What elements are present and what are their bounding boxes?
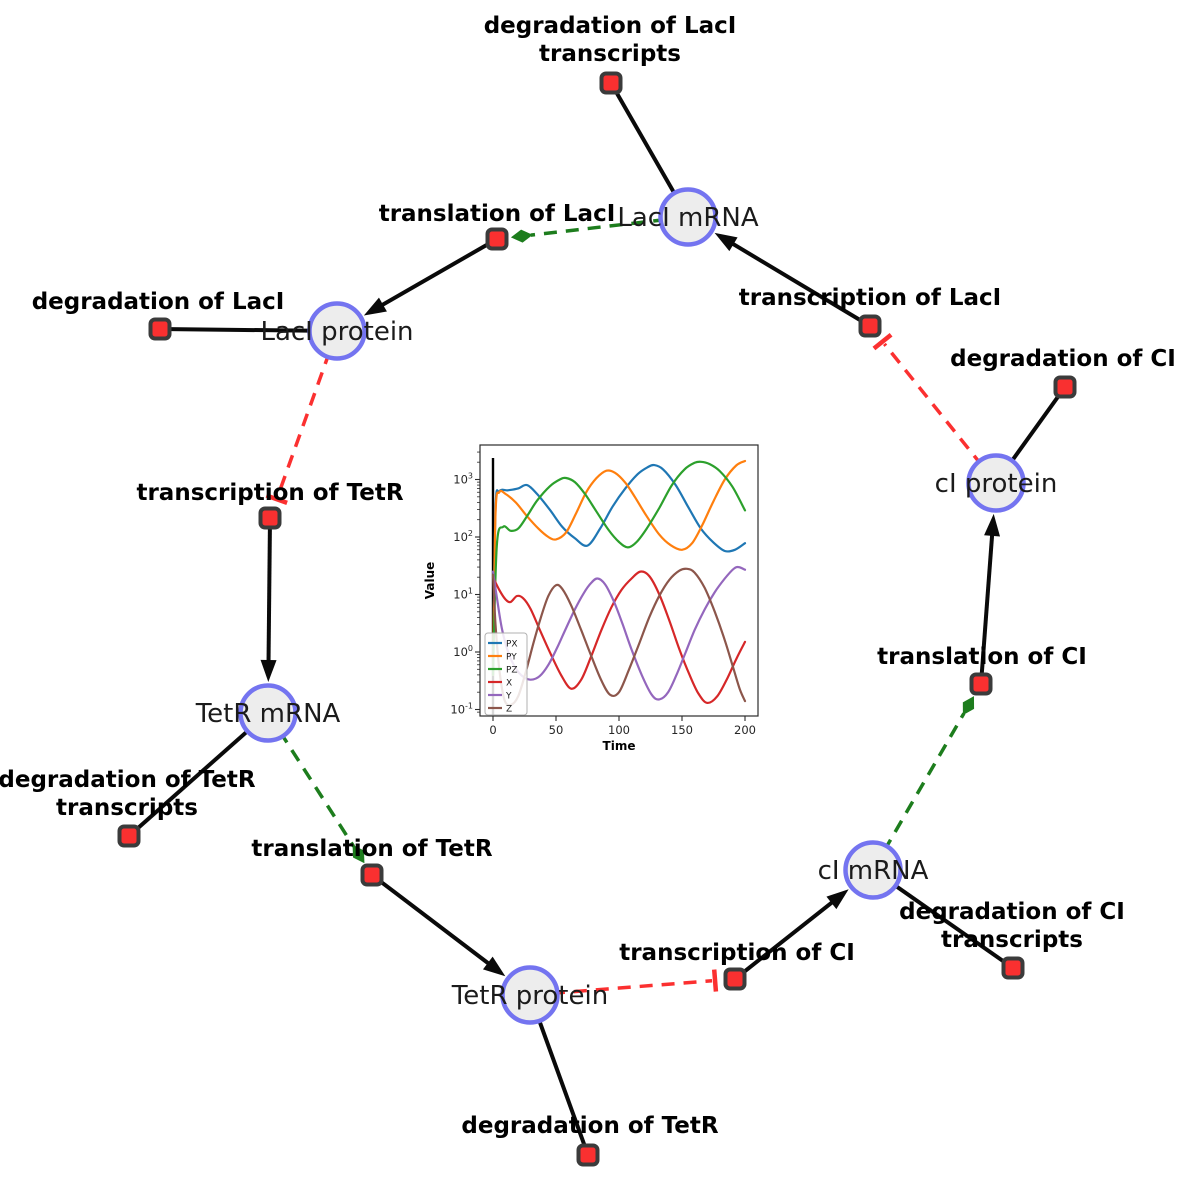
series-line-PY	[491, 459, 747, 676]
inhibit-bar-edge-laci-protein-txn-tetr	[265, 493, 288, 506]
edge-tln-ci-ci-protein	[979, 525, 995, 685]
reaction-node-txn-ci	[723, 967, 747, 991]
legend-entry-X: X	[506, 679, 512, 689]
reaction-label-deg-tetr-tx-line2: transcripts	[56, 795, 198, 821]
species-label-tetr-mrna: TetR mRNA	[195, 699, 341, 729]
reaction-label-deg-tetr-line1: degradation of TetR	[461, 1113, 718, 1139]
reaction-label-deg-ci-tx-line2: transcripts	[941, 927, 1083, 953]
x-tick-label-50: 50	[549, 723, 564, 737]
reaction-label-tln-laci-line1: translation of LacI	[379, 201, 616, 227]
species-node-laci-protein	[307, 301, 367, 361]
modifier-arrowhead-edge-tetr-mrna-tln-tetr	[352, 844, 365, 864]
species-node-laci-mrna	[658, 187, 718, 247]
species-node-ci-mrna	[843, 840, 903, 900]
edge-txn-ci-ci-mrna	[733, 895, 841, 981]
x-tick-label-100: 100	[608, 723, 630, 737]
x-tick-label-0: 0	[489, 723, 496, 737]
reaction-label-deg-tetr-tx-line1: degradation of TetR	[0, 767, 256, 793]
series-line-Y	[491, 565, 747, 701]
x-axis-label: Time	[603, 739, 636, 753]
edge-tln-laci-laci-protein	[373, 237, 498, 312]
species-node-ci-protein	[966, 453, 1026, 513]
inhibit-bar-edge-tetr-protein-txn-ci	[711, 969, 719, 992]
nodes-layer	[117, 71, 1077, 1167]
species-node-tetr-mrna	[238, 683, 298, 743]
reaction-label-txn-tetr-line1: transcription of TetR	[136, 480, 403, 506]
modifier-arrowhead-edge-laci-mrna-tln-laci	[510, 229, 533, 243]
reaction-label-deg-laci-line1: degradation of LacI	[32, 289, 285, 315]
series-line-X	[491, 570, 747, 705]
y-tick-label-1e3: 103	[453, 472, 473, 487]
reaction-node-deg-laci	[148, 317, 172, 341]
edge-tln-tetr-tetr-protein	[370, 873, 497, 971]
reaction-label-deg-laci-tx-line1: degradation of LacI	[484, 13, 737, 39]
reaction-label-tln-tetr-line1: translation of TetR	[251, 836, 492, 862]
reaction-node-deg-ci-tx	[1001, 956, 1025, 980]
legend-entry-Y: Y	[505, 692, 512, 702]
reaction-label-tln-ci-line1: translation of CI	[877, 644, 1087, 670]
species-label-tetr-protein: TetR protein	[451, 981, 608, 1011]
x-tick-label-200: 200	[734, 723, 756, 737]
edge-txn-tetr-tetr-mrna	[266, 517, 272, 671]
inhibit-bar-edge-ci-protein-txn-laci	[872, 332, 893, 351]
reaction-node-deg-tetr	[576, 1143, 600, 1167]
x-tick-label-150: 150	[671, 723, 693, 737]
y-tick-label-1e1: 101	[453, 587, 473, 602]
series-line-Z	[491, 567, 747, 707]
edge-txn-laci-laci-mrna	[723, 237, 872, 328]
modifier-arrowhead-edge-ci-mrna-tln-ci	[962, 696, 975, 716]
series-line-PX	[491, 463, 747, 676]
reaction-node-tln-tetr	[360, 863, 384, 887]
species-node-tetr-protein	[500, 965, 560, 1025]
legend-entry-Z: Z	[506, 705, 512, 715]
arrowhead-edge-txn-laci-laci-mrna	[714, 232, 738, 252]
reaction-label-txn-laci-line1: transcription of LacI	[739, 285, 1002, 311]
reaction-node-deg-ci	[1053, 375, 1077, 399]
arrowhead-edge-txn-ci-ci-mrna	[826, 889, 849, 910]
reaction-node-deg-laci-tx	[599, 71, 623, 95]
species-label-laci-mrna: LacI mRNA	[617, 203, 758, 233]
labels-layer: degradation of LacItranscriptstranslatio…	[0, 13, 1176, 1139]
reaction-node-deg-tetr-tx	[117, 824, 141, 848]
reaction-label-deg-laci-tx-line2: transcripts	[539, 41, 681, 67]
legend-entry-PZ: PZ	[506, 666, 518, 676]
reaction-label-deg-ci-tx-line1: degradation of CI	[899, 899, 1125, 925]
edge-tetr-mrna-deg-tetr-tx	[127, 711, 270, 838]
y-tick-label-1e2: 102	[453, 529, 473, 544]
reaction-node-tln-ci	[969, 672, 993, 696]
y-axis-label: Value	[423, 562, 437, 600]
species-label-ci-protein: cI protein	[935, 469, 1058, 499]
reaction-node-txn-tetr	[258, 506, 282, 530]
series-line-PZ	[491, 460, 747, 676]
reaction-node-txn-laci	[858, 314, 882, 338]
species-label-laci-protein: LacI protein	[260, 317, 413, 347]
reaction-label-txn-ci-line1: transcription of CI	[619, 940, 855, 966]
edge-tetr-protein-txn-ci	[529, 979, 713, 997]
legend: PX PY PZ XYZ	[484, 632, 528, 716]
species-label-ci-mrna: cI mRNA	[818, 856, 929, 886]
arrowhead-edge-tln-tetr-tetr-protein	[482, 956, 506, 977]
edge-ci-mrna-tln-ci	[871, 712, 966, 871]
arrowhead-edge-tln-laci-laci-protein	[363, 297, 387, 316]
arrowhead-edge-txn-tetr-tetr-mrna	[260, 659, 277, 683]
legend-entry-PY: PY	[506, 653, 517, 663]
reaction-label-deg-ci-line1: degradation of CI	[950, 346, 1176, 372]
legend-entry-PX: PX	[506, 640, 518, 650]
y-tick-label-1e0: 100	[453, 644, 473, 659]
arrowhead-edge-tln-ci-ci-protein	[984, 513, 1001, 537]
y-tick-label-1e-1: 10-1	[450, 702, 473, 717]
reaction-node-tln-laci	[485, 227, 509, 251]
